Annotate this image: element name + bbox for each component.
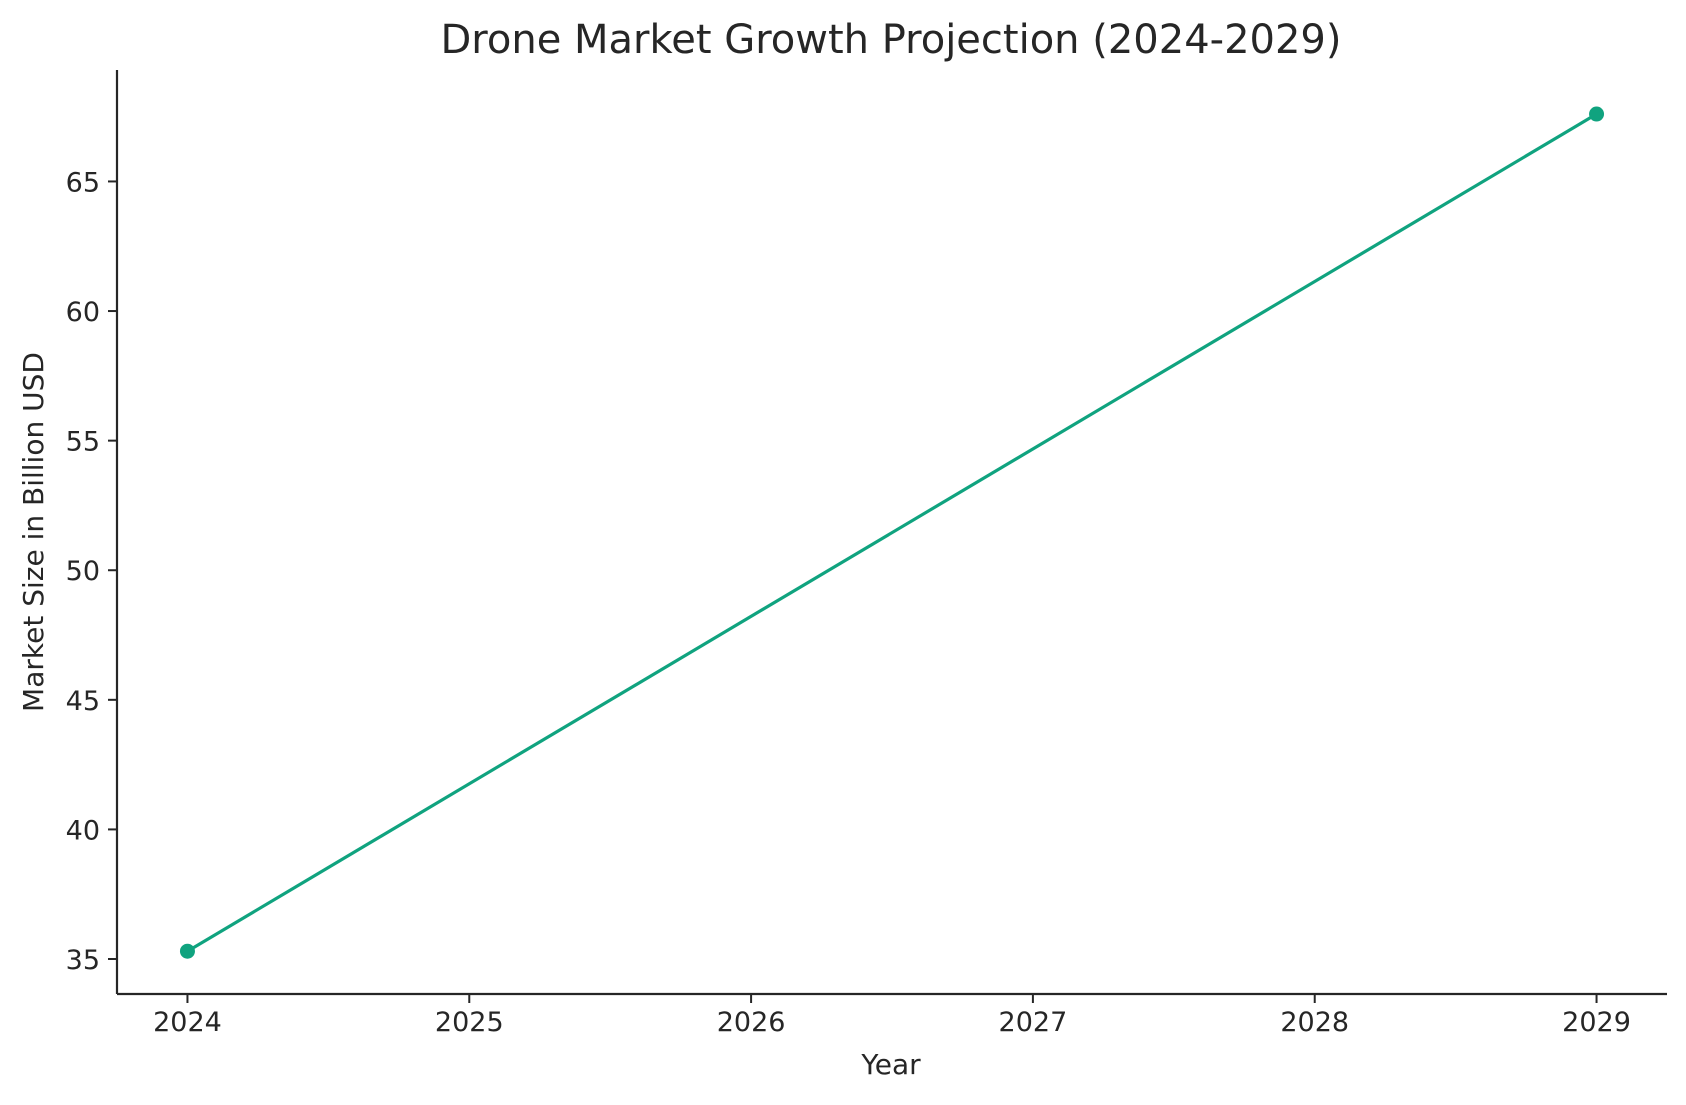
x-tick-label: 2029 bbox=[1562, 1007, 1631, 1038]
x-axis-label: Year bbox=[860, 1048, 921, 1081]
y-tick-label: 55 bbox=[66, 427, 100, 458]
y-tick-label: 40 bbox=[66, 815, 100, 846]
y-tick-label: 65 bbox=[66, 167, 100, 198]
chart-title: Drone Market Growth Projection (2024-202… bbox=[441, 17, 1342, 63]
y-tick-label: 50 bbox=[66, 556, 100, 587]
y-tick-label: 45 bbox=[66, 686, 100, 717]
x-tick-label: 2024 bbox=[153, 1007, 222, 1038]
x-tick-label: 2028 bbox=[1280, 1007, 1349, 1038]
x-tick-label: 2025 bbox=[435, 1007, 504, 1038]
y-tick-label: 35 bbox=[66, 945, 100, 976]
series-line bbox=[186, 112, 1598, 953]
data-point bbox=[1589, 106, 1605, 122]
data-point bbox=[179, 943, 195, 959]
x-tick-label: 2027 bbox=[999, 1007, 1068, 1038]
x-tick-label: 2026 bbox=[717, 1007, 786, 1038]
y-tick-label: 60 bbox=[66, 297, 100, 328]
y-axis-label: Market Size in Billion USD bbox=[17, 352, 50, 712]
